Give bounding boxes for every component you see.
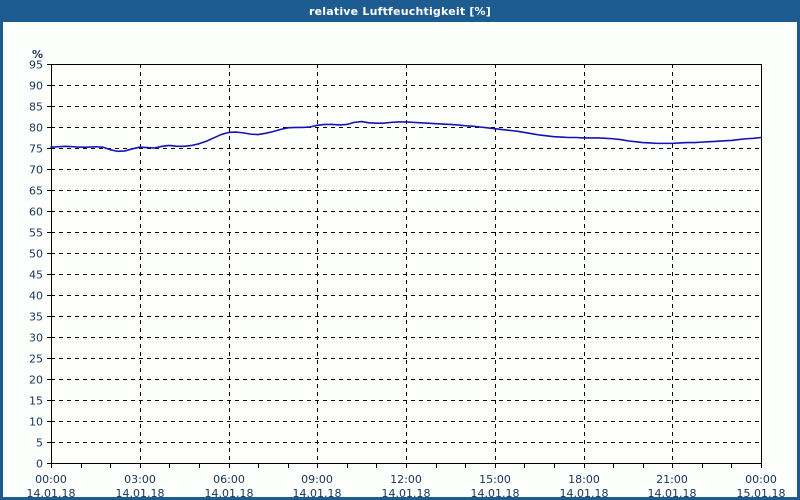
y-tick-label: 35 bbox=[29, 311, 43, 324]
y-tick-label: 85 bbox=[29, 101, 43, 114]
x-tick-date-label: 14.01.18 bbox=[293, 487, 342, 497]
y-tick-label: 40 bbox=[29, 290, 43, 303]
x-tick-time-label: 03:00 bbox=[124, 473, 156, 486]
x-tick-time-label: 00:00 bbox=[35, 473, 67, 486]
y-tick-label: 20 bbox=[29, 374, 43, 387]
x-tick-date-label: 14.01.18 bbox=[648, 487, 697, 497]
x-tick-date-label: 15.01.18 bbox=[737, 487, 786, 497]
y-tick-label: 65 bbox=[29, 185, 43, 198]
data-series bbox=[50, 120, 762, 153]
y-tick-label: 70 bbox=[29, 164, 43, 177]
y-tick-label: 25 bbox=[29, 353, 43, 366]
x-tick-time-label: 12:00 bbox=[390, 473, 422, 486]
grid-lines bbox=[51, 64, 761, 463]
y-tick-label: 90 bbox=[29, 80, 43, 93]
plot-frame bbox=[51, 64, 762, 464]
x-tick-date-label: 14.01.18 bbox=[560, 487, 609, 497]
chart-plot-area: 0 5 10 15 20 25 30 35 40 45 50 55 60 65 70 75 80 85 90 95 0… bbox=[3, 25, 797, 497]
y-tick-label: 45 bbox=[29, 269, 43, 282]
y-tick-label: 15 bbox=[29, 395, 43, 408]
x-tick-date-label: 14.01.18 bbox=[116, 487, 165, 497]
x-tick-time-label: 06:00 bbox=[213, 473, 245, 486]
y-axis-ticks: 0 5 10 15 20 25 30 35 40 45 50 55 60 65 70 75 80 85 90 95 bbox=[29, 59, 51, 471]
window-title-bar: relative Luftfeuchtigkeit [%] bbox=[3, 3, 797, 22]
y-tick-label: 95 bbox=[29, 59, 43, 72]
y-tick-label: 10 bbox=[29, 416, 43, 429]
x-tick-date-label: 14.01.18 bbox=[27, 487, 76, 497]
y-tick-label: 55 bbox=[29, 227, 43, 240]
x-tick-time-label: 21:00 bbox=[656, 473, 688, 486]
x-tick-time-label: 18:00 bbox=[568, 473, 600, 486]
y-tick-label: 60 bbox=[29, 206, 43, 219]
y-tick-label: 5 bbox=[36, 437, 43, 450]
x-tick-date-label: 14.01.18 bbox=[205, 487, 254, 497]
y-axis-unit-label: % bbox=[32, 48, 43, 61]
humidity-series-line bbox=[50, 120, 762, 153]
x-tick-time-label: 15:00 bbox=[479, 473, 511, 486]
y-tick-label: 75 bbox=[29, 143, 43, 156]
page-title: relative Luftfeuchtigkeit [%] bbox=[309, 4, 491, 18]
x-tick-date-label: 14.01.18 bbox=[382, 487, 431, 497]
x-tick-time-label: 00:00 bbox=[745, 473, 777, 486]
y-tick-label: 80 bbox=[29, 122, 43, 135]
y-tick-label: 50 bbox=[29, 248, 43, 261]
y-tick-label: 30 bbox=[29, 332, 43, 345]
x-tick-date-label: 14.01.18 bbox=[471, 487, 520, 497]
humidity-line-chart: 0 5 10 15 20 25 30 35 40 45 50 55 60 65 70 75 80 85 90 95 0… bbox=[27, 48, 786, 497]
axis-frame bbox=[51, 64, 762, 464]
x-tick-time-label: 09:00 bbox=[301, 473, 333, 486]
y-tick-label: 0 bbox=[36, 458, 43, 471]
x-axis-ticks: 00:0014.01.1803:0014.01.1806:0014.01.180… bbox=[27, 463, 786, 497]
